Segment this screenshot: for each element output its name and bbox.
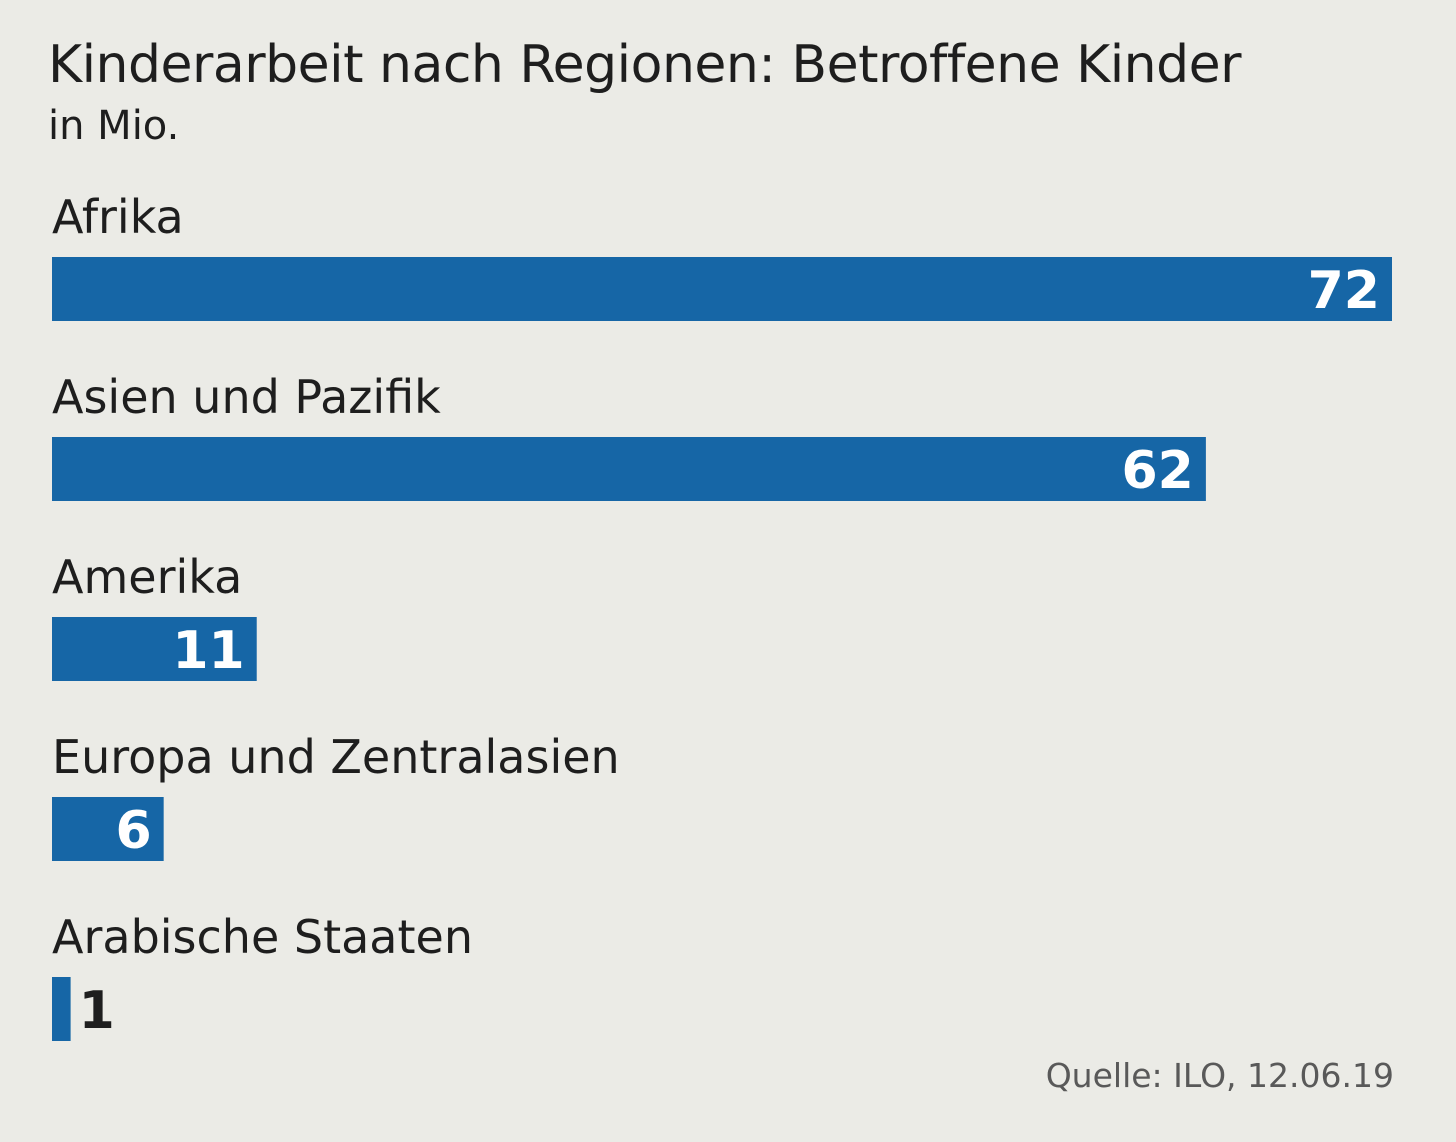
bar — [52, 797, 164, 861]
category-label: Asien und Pazifik — [52, 370, 441, 424]
value-label: 6 — [115, 801, 151, 861]
value-label: 11 — [172, 621, 244, 681]
bar — [52, 977, 71, 1041]
value-label: 62 — [1122, 441, 1194, 501]
bar — [52, 437, 1206, 501]
category-label: Afrika — [52, 190, 184, 244]
chart-subtitle: in Mio. — [48, 103, 180, 149]
category-label: Amerika — [52, 550, 242, 604]
source-note: Quelle: ILO, 12.06.19 — [1045, 1056, 1394, 1095]
bar — [52, 257, 1392, 321]
value-label: 72 — [1308, 261, 1380, 321]
value-label: 1 — [79, 981, 115, 1041]
category-label: Arabische Staaten — [52, 910, 473, 964]
category-label: Europa und Zentralasien — [52, 730, 620, 784]
bar — [52, 617, 257, 681]
chart-title: Kinderarbeit nach Regionen: Betroffene K… — [48, 35, 1241, 95]
